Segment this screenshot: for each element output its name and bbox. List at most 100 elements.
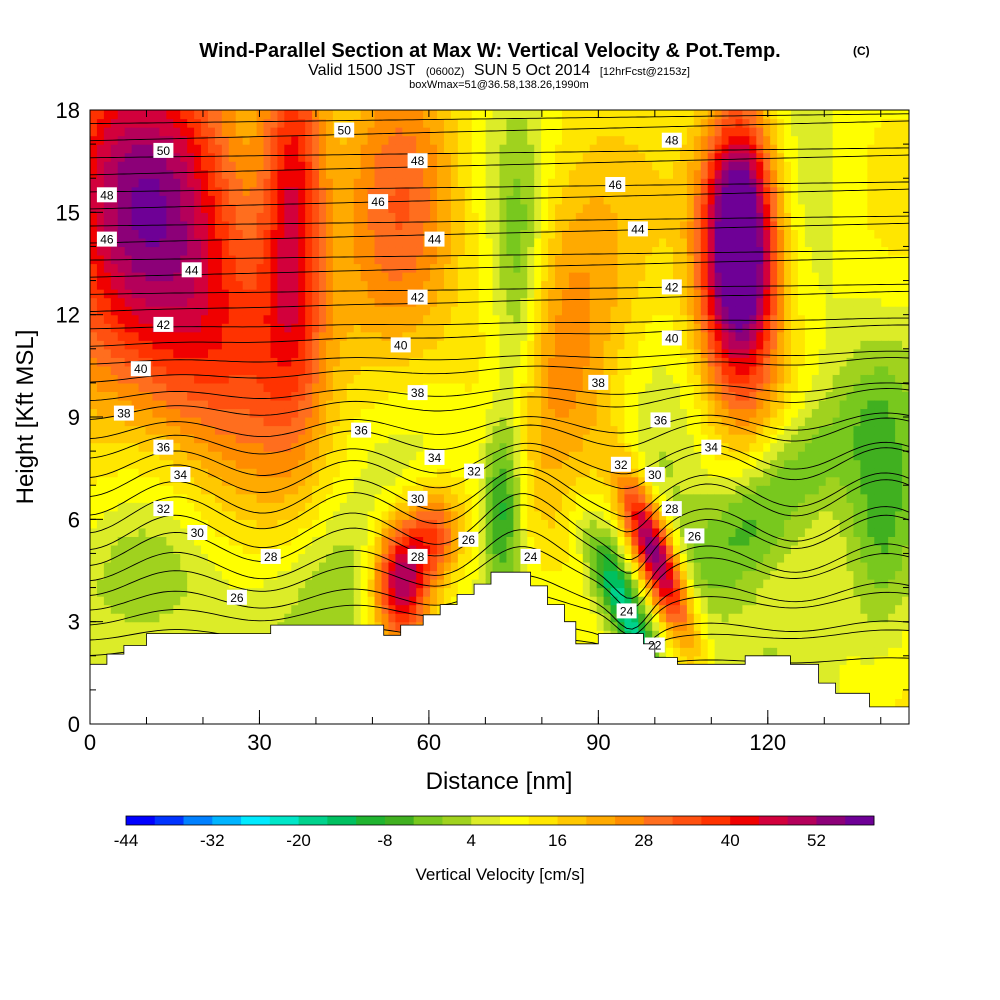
heatmap-cell xyxy=(506,476,514,486)
heatmap-cell xyxy=(138,297,147,307)
heatmap-cell xyxy=(221,357,230,367)
heatmap-cell xyxy=(173,382,181,393)
heatmap-cell xyxy=(110,212,119,222)
heatmap-cell xyxy=(207,468,216,478)
heatmap-cell xyxy=(430,340,438,350)
heatmap-cell xyxy=(228,152,237,162)
heatmap-cell xyxy=(395,613,403,623)
heatmap-cell xyxy=(207,314,216,324)
heatmap-cell xyxy=(548,391,556,401)
heatmap-cell xyxy=(249,118,258,128)
heatmap-cell xyxy=(131,237,140,248)
heatmap-cell xyxy=(443,570,452,580)
heatmap-cell xyxy=(381,144,390,154)
heatmap-cell xyxy=(492,331,501,341)
heatmap-cell xyxy=(325,425,334,435)
heatmap-cell xyxy=(381,502,390,512)
heatmap-cell xyxy=(325,161,334,171)
heatmap-cell xyxy=(131,451,140,461)
heatmap-cell xyxy=(450,434,459,444)
heatmap-cell xyxy=(492,468,501,478)
heatmap-cell xyxy=(555,553,563,563)
heatmap-cell xyxy=(534,229,542,239)
heatmap-cell xyxy=(131,459,140,469)
heatmap-cell xyxy=(214,365,223,375)
heatmap-cell xyxy=(381,493,390,503)
heatmap-cell xyxy=(332,195,341,205)
heatmap-cell xyxy=(284,399,292,410)
heatmap-cell xyxy=(506,297,514,307)
heatmap-cell xyxy=(339,289,348,299)
heatmap-cell xyxy=(437,203,445,213)
heatmap-cell xyxy=(457,212,466,222)
heatmap-cell xyxy=(124,127,133,137)
heatmap-cell xyxy=(416,365,424,375)
heatmap-cell xyxy=(402,297,410,307)
heatmap-cell xyxy=(207,203,216,213)
heatmap-cell xyxy=(284,135,292,145)
heatmap-cell xyxy=(353,544,362,555)
heatmap-cell xyxy=(561,570,570,580)
heatmap-cell xyxy=(159,178,167,188)
heatmap-cell xyxy=(319,476,327,486)
heatmap-cell xyxy=(270,417,278,427)
heatmap-cell xyxy=(430,178,438,188)
heatmap-cell xyxy=(131,391,140,401)
heatmap-cell xyxy=(312,169,320,179)
heatmap-cell xyxy=(159,195,167,205)
heatmap-cell xyxy=(339,169,348,179)
heatmap-cell xyxy=(395,263,403,273)
heatmap-cell xyxy=(152,434,161,444)
heatmap-cell xyxy=(166,280,174,290)
heatmap-cell xyxy=(555,587,563,597)
heatmap-cell xyxy=(332,544,341,555)
heatmap-cell xyxy=(194,596,202,606)
heatmap-cell xyxy=(284,544,292,555)
heatmap-cell xyxy=(555,169,563,179)
heatmap-cell xyxy=(291,220,299,230)
heatmap-cell xyxy=(319,425,327,435)
heatmap-cell xyxy=(437,357,445,367)
heatmap-cell xyxy=(499,331,508,341)
heatmap-cell xyxy=(499,272,508,282)
heatmap-cell xyxy=(332,527,341,537)
heatmap-cell xyxy=(305,152,313,162)
heatmap-cell xyxy=(332,280,341,290)
heatmap-cell xyxy=(457,485,466,495)
heatmap-cell xyxy=(409,451,417,461)
heatmap-cell xyxy=(402,365,410,375)
heatmap-cell xyxy=(499,144,508,154)
heatmap-cell xyxy=(485,161,494,171)
heatmap-cell xyxy=(395,127,403,137)
heatmap-cell xyxy=(159,110,167,120)
heatmap-cell xyxy=(360,442,369,452)
heatmap-cell xyxy=(395,621,403,631)
heatmap-cell xyxy=(242,280,251,290)
heatmap-cell xyxy=(534,451,542,461)
heatmap-cell xyxy=(416,604,424,614)
heatmap-cell xyxy=(513,110,521,120)
heatmap-cell xyxy=(520,272,528,282)
heatmap-cell xyxy=(520,237,528,248)
heatmap-cell xyxy=(277,527,285,537)
heatmap-cell xyxy=(256,144,265,154)
heatmap-cell xyxy=(437,442,445,452)
heatmap-cell xyxy=(464,391,473,401)
heatmap-cell xyxy=(291,613,299,623)
heatmap-cell xyxy=(395,604,403,614)
heatmap-cell xyxy=(430,306,438,316)
heatmap-cell xyxy=(548,118,556,128)
heatmap-cell xyxy=(339,348,348,358)
heatmap-cell xyxy=(381,527,390,537)
heatmap-cell xyxy=(305,229,313,239)
heatmap-cell xyxy=(194,144,202,154)
heatmap-cell xyxy=(450,536,459,546)
heatmap-cell xyxy=(339,485,348,495)
heatmap-cell xyxy=(249,408,258,418)
heatmap-cell xyxy=(548,348,556,358)
heatmap-cell xyxy=(214,596,223,606)
heatmap-cell xyxy=(388,220,396,230)
heatmap-cell xyxy=(346,442,355,452)
heatmap-cell xyxy=(166,570,174,580)
heatmap-cell xyxy=(207,237,216,248)
